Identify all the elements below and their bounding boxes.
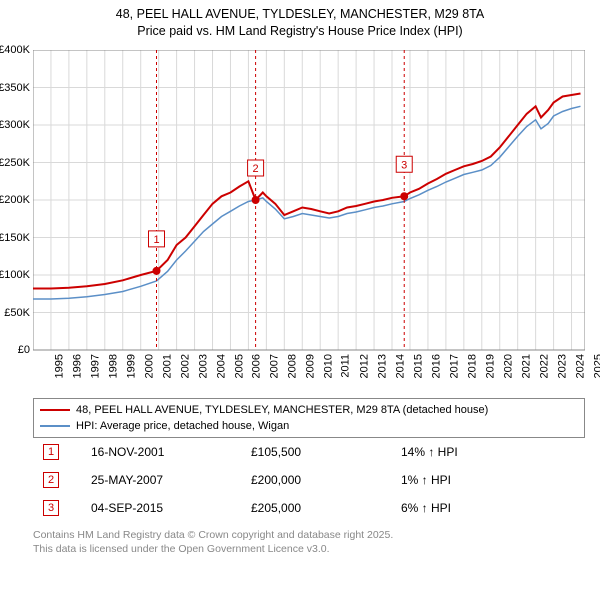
- xtick-label: 2014: [395, 354, 407, 378]
- xtick-label: 1999: [125, 354, 137, 378]
- marker-row-1: 1 16-NOV-2001 £105,500 14% ↑ HPI: [33, 438, 585, 466]
- xtick-label: 2020: [502, 354, 514, 378]
- legend-swatch-price: [40, 409, 70, 411]
- xtick-label: 2024: [574, 354, 586, 378]
- legend-swatch-hpi: [40, 425, 70, 427]
- xtick-label: 1995: [53, 354, 65, 378]
- footer-line-1: Contains HM Land Registry data © Crown c…: [33, 528, 393, 542]
- xtick-label: 2007: [269, 354, 281, 378]
- xtick-label: 2015: [413, 354, 425, 378]
- xtick-label: 2002: [179, 354, 191, 378]
- xtick-label: 2021: [520, 354, 532, 378]
- xtick-label: 2001: [161, 354, 173, 378]
- chart-title-block: 48, PEEL HALL AVENUE, TYLDESLEY, MANCHES…: [0, 0, 600, 42]
- marker-price-3: £205,000: [251, 501, 401, 515]
- xtick-label: 2016: [430, 354, 442, 378]
- ytick-label: £400K: [0, 44, 30, 56]
- xtick-label: 2000: [143, 354, 155, 378]
- legend-label-hpi: HPI: Average price, detached house, Wiga…: [76, 420, 289, 432]
- xtick-label: 2023: [556, 354, 568, 378]
- marker-pct-3: 6% ↑ HPI: [401, 501, 551, 515]
- legend-row-price: 48, PEEL HALL AVENUE, TYLDESLEY, MANCHES…: [40, 402, 578, 418]
- marker-badge-3: 3: [43, 500, 59, 516]
- footer: Contains HM Land Registry data © Crown c…: [33, 528, 393, 556]
- ytick-label: £300K: [0, 119, 30, 131]
- xtick-label: 2003: [197, 354, 209, 378]
- xtick-label: 2022: [538, 354, 550, 378]
- xtick-label: 2013: [377, 354, 389, 378]
- marker-badge-1: 1: [43, 444, 59, 460]
- svg-text:3: 3: [401, 159, 407, 171]
- xtick-label: 2019: [484, 354, 496, 378]
- ytick-label: £50K: [4, 307, 30, 319]
- legend: 48, PEEL HALL AVENUE, TYLDESLEY, MANCHES…: [33, 398, 585, 438]
- marker-pct-2: 1% ↑ HPI: [401, 473, 551, 487]
- svg-text:2: 2: [253, 163, 259, 175]
- ytick-label: £200K: [0, 194, 30, 206]
- xtick-label: 1997: [89, 354, 101, 378]
- chart-plot-area: 1 2 3: [33, 50, 585, 390]
- marker-date-2: 25-MAY-2007: [91, 473, 251, 487]
- xtick-label: 1998: [107, 354, 119, 378]
- xtick-label: 2006: [251, 354, 263, 378]
- xtick-label: 2004: [215, 354, 227, 378]
- marker-pct-1: 14% ↑ HPI: [401, 445, 551, 459]
- legend-row-hpi: HPI: Average price, detached house, Wiga…: [40, 418, 578, 434]
- xtick-label: 2025: [592, 354, 600, 378]
- chart-svg: 1 2 3: [33, 50, 585, 390]
- marker-table: 1 16-NOV-2001 £105,500 14% ↑ HPI 2 25-MA…: [33, 438, 585, 522]
- footer-line-2: This data is licensed under the Open Gov…: [33, 542, 393, 556]
- ytick-label: £350K: [0, 82, 30, 94]
- ytick-label: £100K: [0, 269, 30, 281]
- xtick-label: 2010: [323, 354, 335, 378]
- marker-date-3: 04-SEP-2015: [91, 501, 251, 515]
- xtick-label: 1996: [71, 354, 83, 378]
- marker-price-2: £200,000: [251, 473, 401, 487]
- marker-badge-2: 2: [43, 472, 59, 488]
- ytick-label: £250K: [0, 157, 30, 169]
- xtick-label: 2011: [340, 354, 352, 378]
- marker-date-1: 16-NOV-2001: [91, 445, 251, 459]
- marker-price-1: £105,500: [251, 445, 401, 459]
- xtick-label: 2009: [305, 354, 317, 378]
- xtick-label: 2017: [448, 354, 460, 378]
- legend-label-price: 48, PEEL HALL AVENUE, TYLDESLEY, MANCHES…: [76, 404, 488, 416]
- marker-row-2: 2 25-MAY-2007 £200,000 1% ↑ HPI: [33, 466, 585, 494]
- title-line-2: Price paid vs. HM Land Registry's House …: [0, 23, 600, 40]
- ytick-label: £0: [18, 344, 30, 356]
- xtick-label: 2018: [466, 354, 478, 378]
- chart-container: { "title": { "line1": "48, PEEL HALL AVE…: [0, 0, 600, 590]
- xtick-label: 2008: [287, 354, 299, 378]
- xtick-label: 2012: [359, 354, 371, 378]
- title-line-1: 48, PEEL HALL AVENUE, TYLDESLEY, MANCHES…: [0, 6, 600, 23]
- svg-text:1: 1: [153, 234, 159, 246]
- ytick-label: £150K: [0, 232, 30, 244]
- xtick-label: 2005: [233, 354, 245, 378]
- marker-row-3: 3 04-SEP-2015 £205,000 6% ↑ HPI: [33, 494, 585, 522]
